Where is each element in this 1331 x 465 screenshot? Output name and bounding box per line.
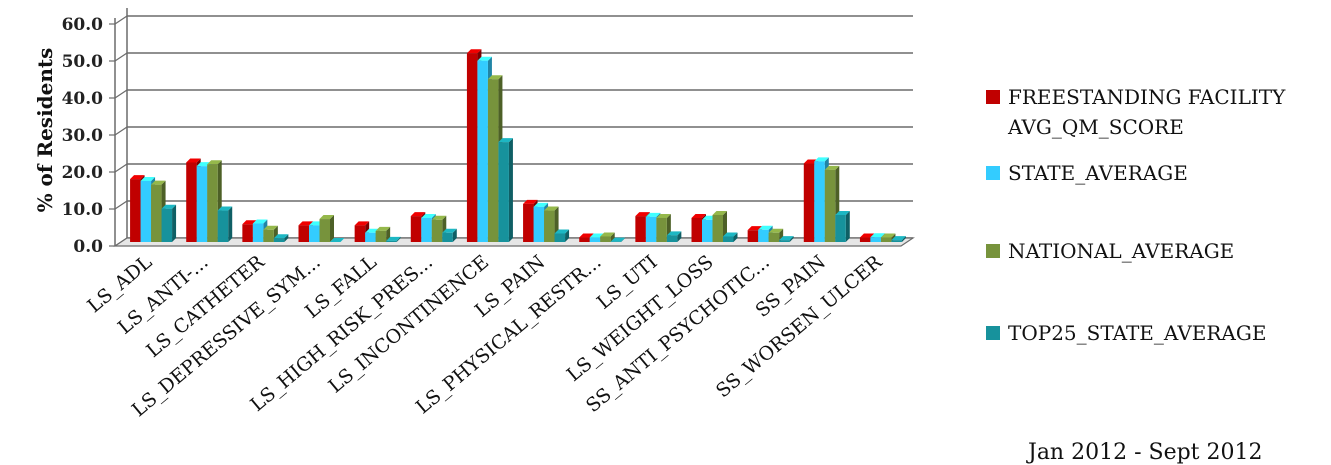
- bar-front: [197, 166, 208, 242]
- legend-label: TOP25_STATE_AVERAGE: [1008, 318, 1328, 348]
- bar-front: [421, 218, 432, 242]
- bar-front: [758, 230, 769, 242]
- bar-side: [172, 205, 176, 242]
- bar-front: [218, 211, 229, 242]
- bar-front: [263, 230, 274, 242]
- bar-side: [228, 207, 232, 242]
- bar-front: [814, 161, 825, 242]
- bar-front: [579, 238, 590, 242]
- bar: [835, 211, 850, 242]
- y-tick-label: 0.0: [73, 237, 103, 257]
- bar-front: [162, 209, 173, 242]
- bar-front: [656, 218, 667, 242]
- bar-front: [141, 181, 152, 242]
- bar-front: [498, 142, 509, 242]
- bar-front: [411, 216, 422, 242]
- bar-front: [600, 236, 611, 242]
- bar-front: [207, 164, 218, 242]
- y-axis-title: % of Residents: [33, 48, 57, 213]
- bar-front: [891, 240, 902, 242]
- legend-item-national-average: NATIONAL_AVERAGE: [986, 236, 1328, 266]
- y-tick-label: 10.0: [62, 200, 104, 220]
- legend-label: FREESTANDING FACILITY AVG_QM_SCORE: [1008, 82, 1328, 142]
- bar-front: [779, 240, 790, 242]
- legend-item-freestanding: FREESTANDING FACILITY AVG_QM_SCORE: [986, 82, 1328, 142]
- bar-front: [432, 220, 443, 242]
- bar-front: [477, 61, 488, 242]
- bar-front: [274, 238, 285, 242]
- legend-swatch: [986, 326, 1000, 340]
- bar: [442, 229, 457, 242]
- bar-front: [860, 238, 871, 242]
- bar-front: [523, 204, 534, 242]
- bar-front: [467, 53, 478, 242]
- gridline-depth: [115, 53, 127, 61]
- bar-front: [253, 224, 264, 243]
- y-tick-label: 40.0: [62, 89, 104, 109]
- bar-front: [635, 216, 646, 242]
- y-tick-label: 20.0: [62, 163, 104, 183]
- bar: [498, 138, 513, 242]
- bar-front: [667, 235, 678, 242]
- bar-front: [544, 211, 555, 242]
- bar-front: [870, 237, 881, 242]
- bar-front: [376, 231, 387, 242]
- bar-side: [330, 215, 334, 242]
- y-tick-label: 60.0: [62, 15, 104, 35]
- bar-front: [590, 238, 601, 242]
- legend-label: STATE_AVERAGE: [1008, 158, 1328, 188]
- bar-front: [555, 233, 566, 242]
- y-tick-labels: 0.0 10.0 20.0 30.0 40.0 50.0 60.0: [62, 15, 104, 257]
- bar-front: [242, 224, 253, 242]
- legend-label: NATIONAL_AVERAGE: [1008, 236, 1328, 266]
- bar-front: [723, 236, 734, 242]
- legend-swatch: [986, 244, 1000, 258]
- bar-front: [692, 218, 703, 242]
- gridline-depth: [115, 201, 127, 209]
- bar-front: [488, 79, 499, 242]
- bar-front: [186, 162, 197, 242]
- bar-front: [534, 207, 545, 242]
- bar-front: [151, 185, 162, 242]
- gridline-depth: [115, 164, 127, 172]
- bar-front: [748, 230, 759, 242]
- bar-front: [299, 225, 310, 242]
- bar-front: [355, 225, 366, 242]
- bar-front: [702, 220, 713, 242]
- bar: [162, 205, 177, 242]
- bar: [218, 207, 233, 242]
- plot-area: [127, 8, 913, 238]
- gridline-depth: [115, 16, 127, 24]
- y-tick-label: 50.0: [62, 52, 104, 72]
- bar-front: [713, 215, 724, 242]
- bar: [555, 229, 570, 242]
- bar-front: [804, 164, 815, 242]
- legend-item-state-average: STATE_AVERAGE: [986, 158, 1328, 188]
- plot-background: [127, 8, 913, 238]
- bar-front: [320, 219, 331, 242]
- bar: [320, 215, 335, 242]
- chart-floor: [115, 238, 913, 246]
- legend-item-top25-state-average: TOP25_STATE_AVERAGE: [986, 318, 1328, 348]
- legend-swatch: [986, 90, 1000, 104]
- bar-front: [365, 233, 376, 242]
- legend-swatch: [986, 166, 1000, 180]
- gridline-depth: [115, 127, 127, 135]
- y-tick-label: 30.0: [62, 126, 104, 146]
- bar-front: [835, 215, 846, 242]
- bar-front: [442, 233, 453, 242]
- bar-side: [509, 138, 513, 242]
- gridline-depth: [115, 90, 127, 98]
- bar-front: [309, 225, 320, 242]
- bar-front: [825, 170, 836, 242]
- bar-front: [769, 233, 780, 242]
- bar-side: [846, 211, 850, 242]
- bar-front: [130, 179, 141, 242]
- bar-front: [386, 241, 397, 242]
- date-range-footnote: Jan 2012 - Sept 2012: [1028, 440, 1263, 465]
- bar-front: [881, 238, 892, 242]
- bar-front: [646, 217, 657, 242]
- x-tick-labels: LS_ADLLS_ANTI-...LS_CATHETERLS_DEPRESSIV…: [83, 251, 886, 422]
